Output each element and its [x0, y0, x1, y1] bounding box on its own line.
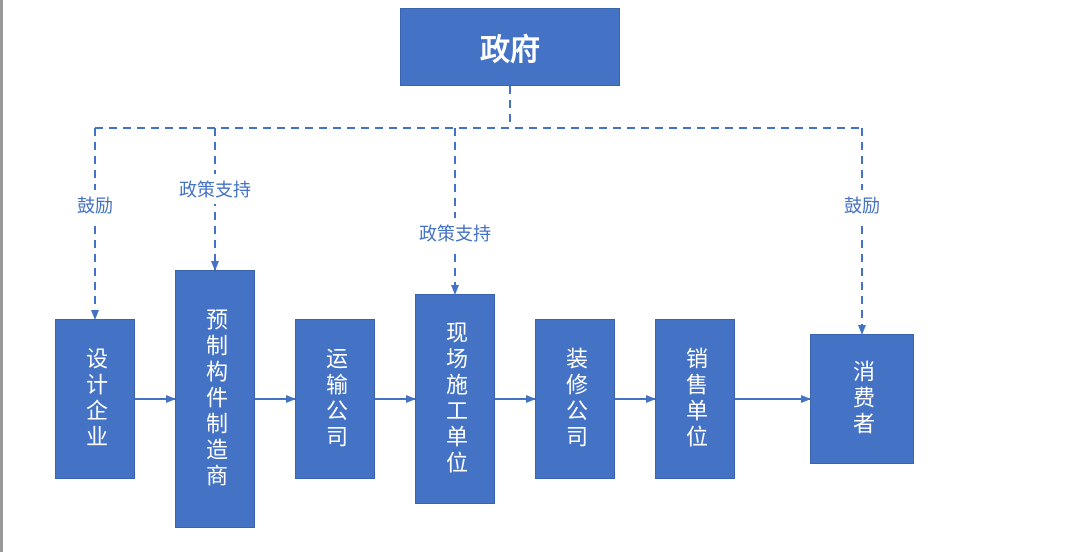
edge-label-prefab: 政策支持 [175, 174, 255, 204]
node-transport: 运输公司 [295, 319, 375, 479]
node-site: 现场施工单位 [415, 294, 495, 504]
edge-label-design: 鼓励 [73, 190, 117, 220]
edge-label-consumer: 鼓励 [840, 190, 884, 220]
node-consumer: 消费者 [810, 334, 914, 464]
node-design: 设计企业 [55, 319, 135, 479]
node-finish: 装修公司 [535, 319, 615, 479]
node-sales: 销售单位 [655, 319, 735, 479]
node-government: 政府 [400, 8, 620, 86]
edge-label-site: 政策支持 [415, 218, 495, 248]
node-prefab: 预制构件制造商 [175, 270, 255, 528]
page-left-border [0, 0, 3, 552]
